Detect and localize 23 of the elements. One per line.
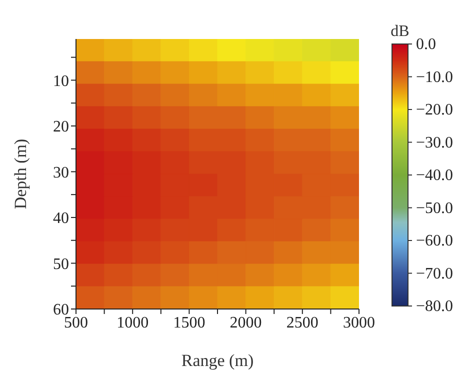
y-tick-label: 10 — [53, 72, 69, 90]
color-bar-label: −50.0 — [416, 200, 454, 217]
y-tick-label: 20 — [53, 118, 69, 136]
color-bar-label: −70.0 — [416, 265, 454, 282]
x-tick-label: 2000 — [230, 314, 262, 332]
x-tick-label: 500 — [64, 314, 88, 332]
color-bar-label: −10.0 — [416, 68, 454, 86]
y-tick-label: 50 — [53, 256, 69, 273]
color-bar-label: 0.0 — [416, 36, 436, 53]
x-tick-label: 3000 — [343, 314, 375, 332]
color-bar-title: dB — [390, 23, 410, 40]
x-tick-label: 1000 — [116, 314, 149, 332]
x-axis-title: Range (m) — [181, 351, 254, 370]
y-axis-title: Depth (m) — [11, 138, 30, 210]
x-tick-label: 2500 — [286, 314, 318, 332]
color-bar-label: −20.0 — [416, 102, 454, 118]
color-bar-label: −30.0 — [416, 134, 454, 152]
y-tick-label: 30 — [53, 164, 69, 182]
color-bar-label: −60.0 — [416, 232, 454, 250]
color-bar-label: −40.0 — [416, 167, 454, 184]
y-tick-label: 40 — [53, 210, 69, 228]
color-bar-label: −80.0 — [416, 298, 454, 315]
x-tick-label: 1500 — [173, 314, 206, 332]
